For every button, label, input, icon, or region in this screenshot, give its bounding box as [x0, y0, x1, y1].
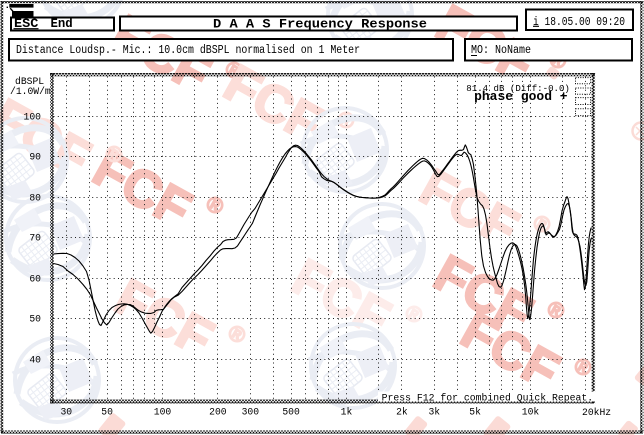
svg-text:Distance Loudsp.- Mic.: 10.0cm: Distance Loudsp.- Mic.: 10.0cm dBSPL nor… — [16, 44, 360, 57]
svg-text:D A A S Frequency Response: D A A S Frequency Response — [213, 17, 427, 31]
svg-text:80: 80 — [29, 192, 41, 203]
svg-text:500: 500 — [282, 407, 300, 418]
svg-text:200: 200 — [209, 407, 227, 418]
svg-text:10k: 10k — [522, 407, 540, 418]
svg-text:90: 90 — [29, 151, 41, 162]
svg-text:2k: 2k — [396, 407, 408, 418]
svg-text:1k: 1k — [341, 407, 353, 418]
svg-text:3k: 3k — [428, 407, 440, 418]
svg-text:300: 300 — [242, 407, 260, 418]
svg-text:50: 50 — [101, 407, 113, 418]
svg-text:20kHz: 20kHz — [582, 407, 611, 418]
svg-text:50: 50 — [29, 313, 41, 324]
svg-text:30: 30 — [60, 407, 72, 418]
svg-text:dBSPL: dBSPL — [15, 76, 44, 87]
svg-text:MO: NoName: MO: NoName — [471, 44, 531, 57]
svg-text:ESC: ESC — [14, 17, 39, 31]
svg-text:100: 100 — [24, 111, 42, 122]
svg-text:i 18.05.00 09:20: i 18.05.00 09:20 — [533, 15, 625, 29]
svg-text:phase good +: phase good + — [474, 90, 567, 104]
svg-text:40: 40 — [29, 354, 41, 365]
svg-text:End: End — [51, 17, 73, 31]
svg-text:100: 100 — [154, 407, 172, 418]
svg-text:70: 70 — [29, 232, 41, 243]
svg-text:60: 60 — [29, 273, 41, 284]
svg-text:/1.0W/m: /1.0W/m — [10, 86, 51, 97]
svg-text:Press F12 for combined Quick R: Press F12 for combined Quick Repeat. — [382, 393, 594, 405]
svg-text:81.4 dB (Diff:-0.0): 81.4 dB (Diff:-0.0) — [466, 84, 570, 94]
svg-text:5k: 5k — [469, 407, 481, 418]
